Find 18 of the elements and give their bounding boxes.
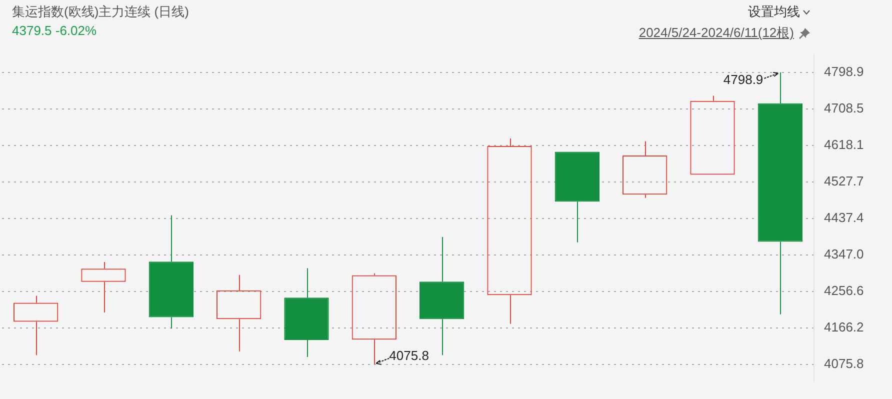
chart-title: 集运指数(欧线)主力连续 (日线): [12, 3, 189, 21]
y-tick-label: 4256.6: [824, 282, 864, 298]
candlestick: [554, 152, 600, 243]
candlestick: [148, 214, 194, 330]
annotation: 4075.8: [389, 348, 429, 363]
text: 设置均线: [748, 3, 800, 21]
candlestick: [284, 268, 329, 358]
chart-subtitle: 4379.5 -6.02%: [12, 23, 97, 38]
y-tick-label: 4347.0: [824, 246, 864, 262]
y-tick-label: 4166.2: [824, 319, 864, 334]
y-tick-label: 4437.4: [824, 210, 864, 225]
y-tick-label: 4708.5: [824, 100, 864, 116]
y-tick-label: 4075.8: [824, 356, 864, 371]
text: 2024/5/24-2024/6/11(12根): [638, 24, 794, 42]
annotation: 4798.9: [723, 72, 764, 87]
y-tick-label: 4618.1: [824, 136, 864, 152]
y-tick-label: 4798.9: [824, 64, 864, 79]
y-tick-label: 4527.7: [824, 173, 864, 188]
